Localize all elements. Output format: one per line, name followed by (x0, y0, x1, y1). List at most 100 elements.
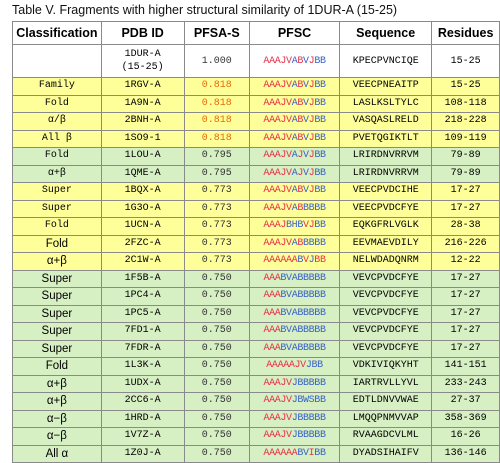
cell-pfsa-s: 0.795 (183, 164, 250, 183)
cell-sequence: NELWDADQNRM (339, 252, 433, 271)
pfsc-segment: JBBBBB (291, 430, 326, 442)
cell-sequence: KPECPVNCIQE (339, 44, 433, 78)
cell-pfsa-s: 0.795 (183, 147, 250, 166)
table-row: Super 1F5B-A 0.750 AAABVABBBBB VEVCPVDCFYE 17… (12, 269, 500, 288)
cell-pfsc: AAAJVABVJBB (248, 182, 341, 201)
cell-pdb-id: 7FD1-A (100, 322, 185, 341)
pfsc-segment: V (303, 150, 309, 162)
cell-classification: All β (12, 129, 102, 148)
pfsc-segment: JBWSBB (291, 395, 326, 407)
cell-sequence: VEVCPVDCFYE (339, 322, 433, 341)
cell-residues: 15-25 (431, 77, 500, 96)
cell-sequence: IARTRVLLYVL (339, 374, 433, 393)
cell-classification: Super (12, 182, 102, 201)
table-row: α+β 1UDX-A 0.750 AAAJVJBBBBB IARTRVLLYVL 233-… (12, 374, 500, 393)
pfsc-segment: BB (314, 80, 326, 92)
pfsc-segment: AAAJV (263, 97, 292, 109)
cell-classification: α−β (12, 409, 102, 428)
cell-pfsc: AAAJVABVJBB (248, 94, 341, 113)
pfsc-segment: BBBB (303, 237, 326, 249)
pfsc-segment: J (308, 80, 315, 92)
cell-classification: Fold (12, 357, 102, 376)
cell-pdb-id: 1F5B-A (100, 269, 185, 288)
header-row: Classification PDB ID PFSA-S PFSC Sequen… (12, 21, 500, 45)
cell-sequence: EQKGFRLVGLK (339, 217, 433, 236)
cell-classification: Fold (12, 94, 102, 113)
col-classification-header: Classification (12, 21, 102, 45)
table-row: Super 7FD1-A 0.750 AAABVABBBBB VEVCPVDCFYE 17… (12, 322, 500, 341)
pfsc-segment: A (291, 167, 298, 179)
cell-pdb-id: 1V7Z-A (100, 427, 185, 446)
cell-classification: All α (12, 444, 102, 463)
pfsc-segment: B (297, 132, 303, 144)
pfsc-segment: J (308, 185, 315, 197)
cell-pfsc: AAAJVJBBBBB (248, 427, 341, 446)
cell-residues: 79-89 (431, 147, 500, 166)
cell-classification: Super (12, 287, 102, 306)
pfsc-segment: J (308, 167, 315, 179)
pfsc-segment: A (291, 202, 298, 214)
table-row: All β 1SO9-1 0.818 AAAJVABVJBB PVETQGIKTLT 10… (12, 129, 500, 148)
cell-classification: α+β (12, 252, 102, 271)
pfsc-segment: BVABBBBB (280, 290, 326, 302)
cell-pdb-id: 1A9N-A (100, 94, 185, 113)
cell-classification: α/β (12, 112, 102, 131)
table-row: α−β 1HRD-A 0.750 AAAJVJBBBBB LMQQPNMVVAP 358-… (12, 409, 500, 428)
pfsc-segment: B (297, 237, 303, 249)
pfsc-segment: AAAJV (263, 237, 292, 249)
pfsc-segment: AAAJV (263, 185, 292, 197)
pfsc-segment: BB (314, 255, 326, 267)
pfsc-segment: V (302, 255, 309, 267)
cell-residues: 108-118 (431, 94, 500, 113)
cell-sequence: DYADSIHAIFV (339, 444, 433, 463)
cell-classification: Fold (12, 234, 102, 253)
cell-sequence: EDTLDNVVWAE (339, 392, 433, 411)
cell-residues: 17-27 (431, 322, 500, 341)
pfsc-segment: BVABBBBB (280, 342, 326, 354)
pfsc-segment: AAAJV (263, 115, 292, 127)
pfsc-segment: BHB (286, 220, 303, 232)
pfsc-segment: BB (314, 97, 326, 109)
pfsc-segment: JBBBBB (291, 377, 326, 389)
cell-pfsc: AAAJVABVJBB (248, 112, 341, 131)
cell-sequence: VEVCPVDCFYE (339, 339, 433, 358)
cell-residues: 17-27 (431, 339, 500, 358)
cell-pfsc: AAAJVJBBBBB (248, 374, 341, 393)
table-row: Fold 2FZC-A 0.773 AAAJVABBBBB EEVMAEVDILY 216… (12, 234, 500, 253)
cell-pfsa-s: 0.818 (183, 94, 250, 113)
cell-pfsa-s: 0.773 (183, 199, 250, 218)
cell-pfsa-s: 0.750 (183, 304, 250, 323)
cell-residues: 141-151 (431, 357, 500, 376)
cell-pfsa-s: 0.750 (183, 357, 250, 376)
cell-residues: 17-27 (431, 287, 500, 306)
pfsc-segment: AAAJV (263, 55, 292, 67)
pfsc-segment: AAA (263, 272, 281, 284)
table-row: α+β 2CC6-A 0.750 AAAJVJBWSBB EDTLDNVVWAE 27-3… (12, 392, 500, 411)
cell-sequence: LMQQPNMVVAP (339, 409, 433, 428)
pfsc-segment: AAA (263, 307, 281, 319)
cell-residues: 27-37 (431, 392, 500, 411)
pfsc-segment: J (308, 255, 315, 267)
cell-classification: Family (12, 77, 102, 96)
cell-sequence: VDKIVIQKYHT (339, 357, 433, 376)
table-row: Family 1RGV-A 0.818 AAAJVABVJBB VEECPNEAITP 1… (12, 77, 500, 96)
cell-pfsa-s: 0.750 (183, 427, 250, 446)
cell-residues: 358-369 (431, 409, 500, 428)
table-row: Fold 1UCN-A 0.773 AAAJBHBVJBB EQKGFRLVGLK 28-… (12, 217, 500, 236)
table-row: Super 1G3O-A 0.773 AAAJVABBBBB VEECPVDCFYE 17… (12, 199, 500, 218)
pfsc-segment: BVABBBBB (280, 272, 326, 284)
pfsc-segment: BVABBBBB (280, 307, 326, 319)
cell-pdb-id: 1HRD-A (100, 409, 185, 428)
cell-classification: Super (12, 322, 102, 341)
pfsc-segment: BB (314, 447, 326, 459)
cell-classification: α+β (12, 392, 102, 411)
cell-residues: 17-27 (431, 269, 500, 288)
cell-pdb-id: 1BQX-A (100, 182, 185, 201)
pfsc-segment: J (308, 132, 315, 144)
cell-residues: 109-119 (431, 129, 500, 148)
cell-pfsc: AAAJVAJVJBB (248, 164, 341, 183)
pfsc-segment: AAAJ (263, 220, 287, 232)
cell-sequence: VEECPVDCFYE (339, 199, 433, 218)
cell-classification: Fold (12, 147, 102, 166)
cell-residues: 216-226 (431, 234, 500, 253)
